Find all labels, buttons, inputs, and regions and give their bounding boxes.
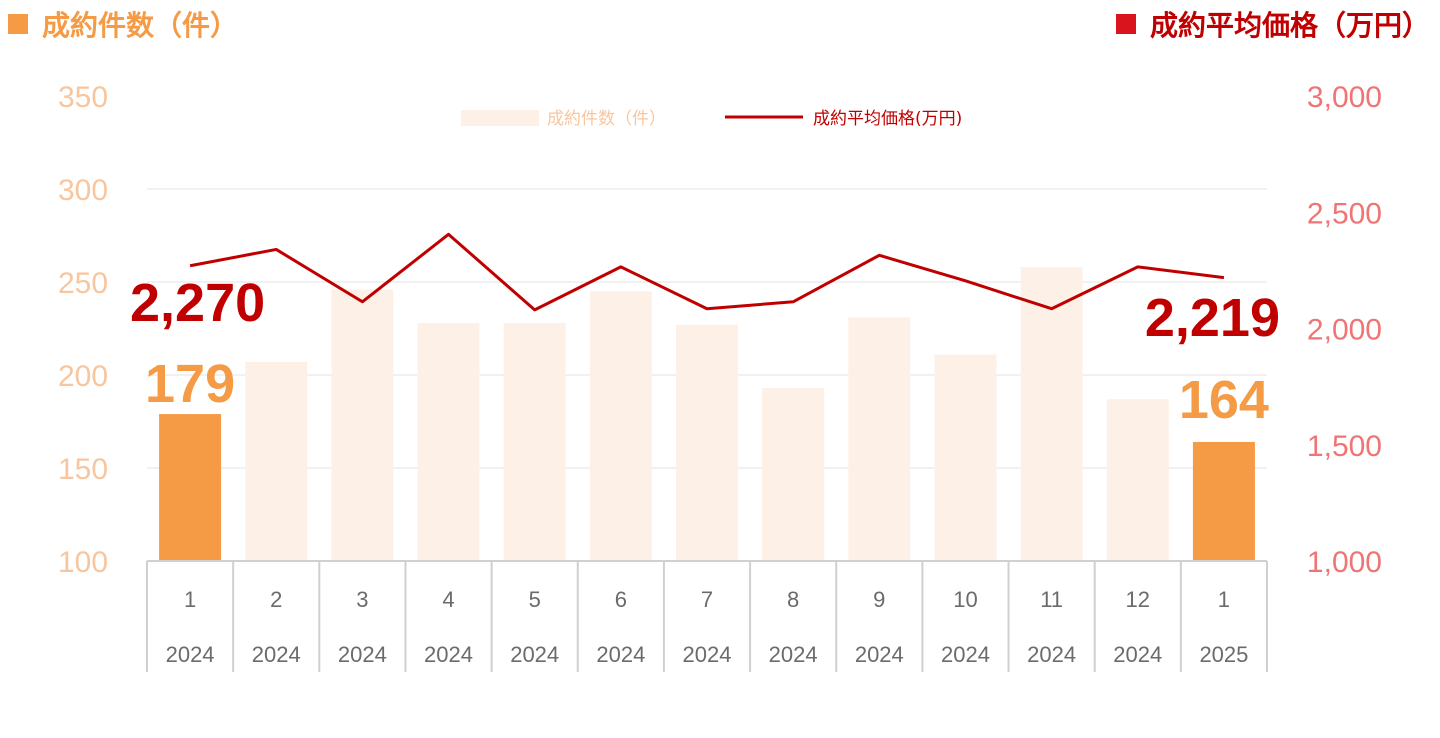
bar [762, 388, 825, 561]
x-tick-year: 2024 [596, 642, 645, 667]
x-tick-month: 10 [953, 587, 977, 612]
bar [1020, 267, 1083, 561]
x-tick-year: 2024 [252, 642, 301, 667]
x-tick-year: 2024 [166, 642, 215, 667]
x-tick-month: 11 [1040, 587, 1063, 612]
right-header-title: 成約平均価格（万円） [1149, 9, 1430, 42]
line-data-label: 2,219 [1145, 288, 1280, 348]
x-tick-year: 2024 [1027, 642, 1076, 667]
x-tick-month: 1 [1218, 587, 1230, 612]
bar [417, 322, 480, 561]
x-tick-year: 2024 [855, 642, 904, 667]
x-tick-year: 2024 [769, 642, 818, 667]
x-tick-year: 2024 [683, 642, 732, 667]
x-tick-month: 8 [787, 587, 799, 612]
price-line [189, 232, 1225, 312]
x-tick-month: 9 [873, 587, 885, 612]
right-axis-tick: 1,000 [1307, 546, 1382, 579]
bar [159, 414, 222, 561]
left-axis-tick: 350 [58, 81, 108, 114]
bar-data-label: 164 [1179, 370, 1269, 430]
x-tick-year: 2024 [338, 642, 387, 667]
x-tick-month: 5 [529, 587, 541, 612]
left-axis-tick: 250 [58, 267, 108, 300]
right-axis-tick: 2,000 [1307, 314, 1382, 347]
right-axis-tick: 2,500 [1307, 197, 1382, 230]
x-tick-month: 2 [270, 587, 282, 612]
x-tick-year: 2024 [424, 642, 473, 667]
x-tick-month: 12 [1126, 587, 1150, 612]
bar [934, 354, 997, 561]
bar [848, 317, 911, 561]
x-tick-month: 3 [356, 587, 368, 612]
x-tick-year: 2024 [1113, 642, 1162, 667]
right-axis-tick: 3,000 [1307, 81, 1382, 114]
x-tick-month: 6 [615, 587, 627, 612]
legend-line-label: 成約平均価格(万円) [813, 109, 962, 129]
bar [503, 322, 566, 561]
left-axis-tick: 100 [58, 546, 108, 579]
x-tick-month: 7 [701, 587, 713, 612]
bar [589, 291, 652, 561]
bar-data-label: 179 [145, 354, 235, 414]
left-axis-tick: 150 [58, 453, 108, 486]
right-axis-header: 成約平均価格（万円） [1115, 4, 1430, 44]
x-tick-month: 4 [442, 587, 454, 612]
left-axis-tick: 200 [58, 360, 108, 393]
line-data-label: 2,270 [130, 273, 265, 333]
right-axis-tick: 1,500 [1307, 430, 1382, 463]
left-header-square-icon [8, 14, 28, 34]
bar [245, 361, 308, 561]
bar [1106, 399, 1169, 561]
legend-bar-label: 成約件数（件） [547, 109, 666, 129]
x-tick-month: 1 [184, 587, 196, 612]
left-axis-tick: 300 [58, 174, 108, 207]
left-axis-header: 成約件数（件） [8, 4, 238, 44]
bar [676, 324, 738, 561]
bar [1192, 441, 1255, 561]
legend-bar-swatch [461, 110, 539, 126]
right-header-square-icon [1115, 14, 1136, 34]
x-tick-year: 2025 [1199, 642, 1248, 667]
x-tick-year: 2024 [510, 642, 559, 667]
x-tick-year: 2024 [941, 642, 990, 667]
bar [331, 289, 394, 561]
left-header-title: 成約件数（件） [42, 9, 239, 42]
